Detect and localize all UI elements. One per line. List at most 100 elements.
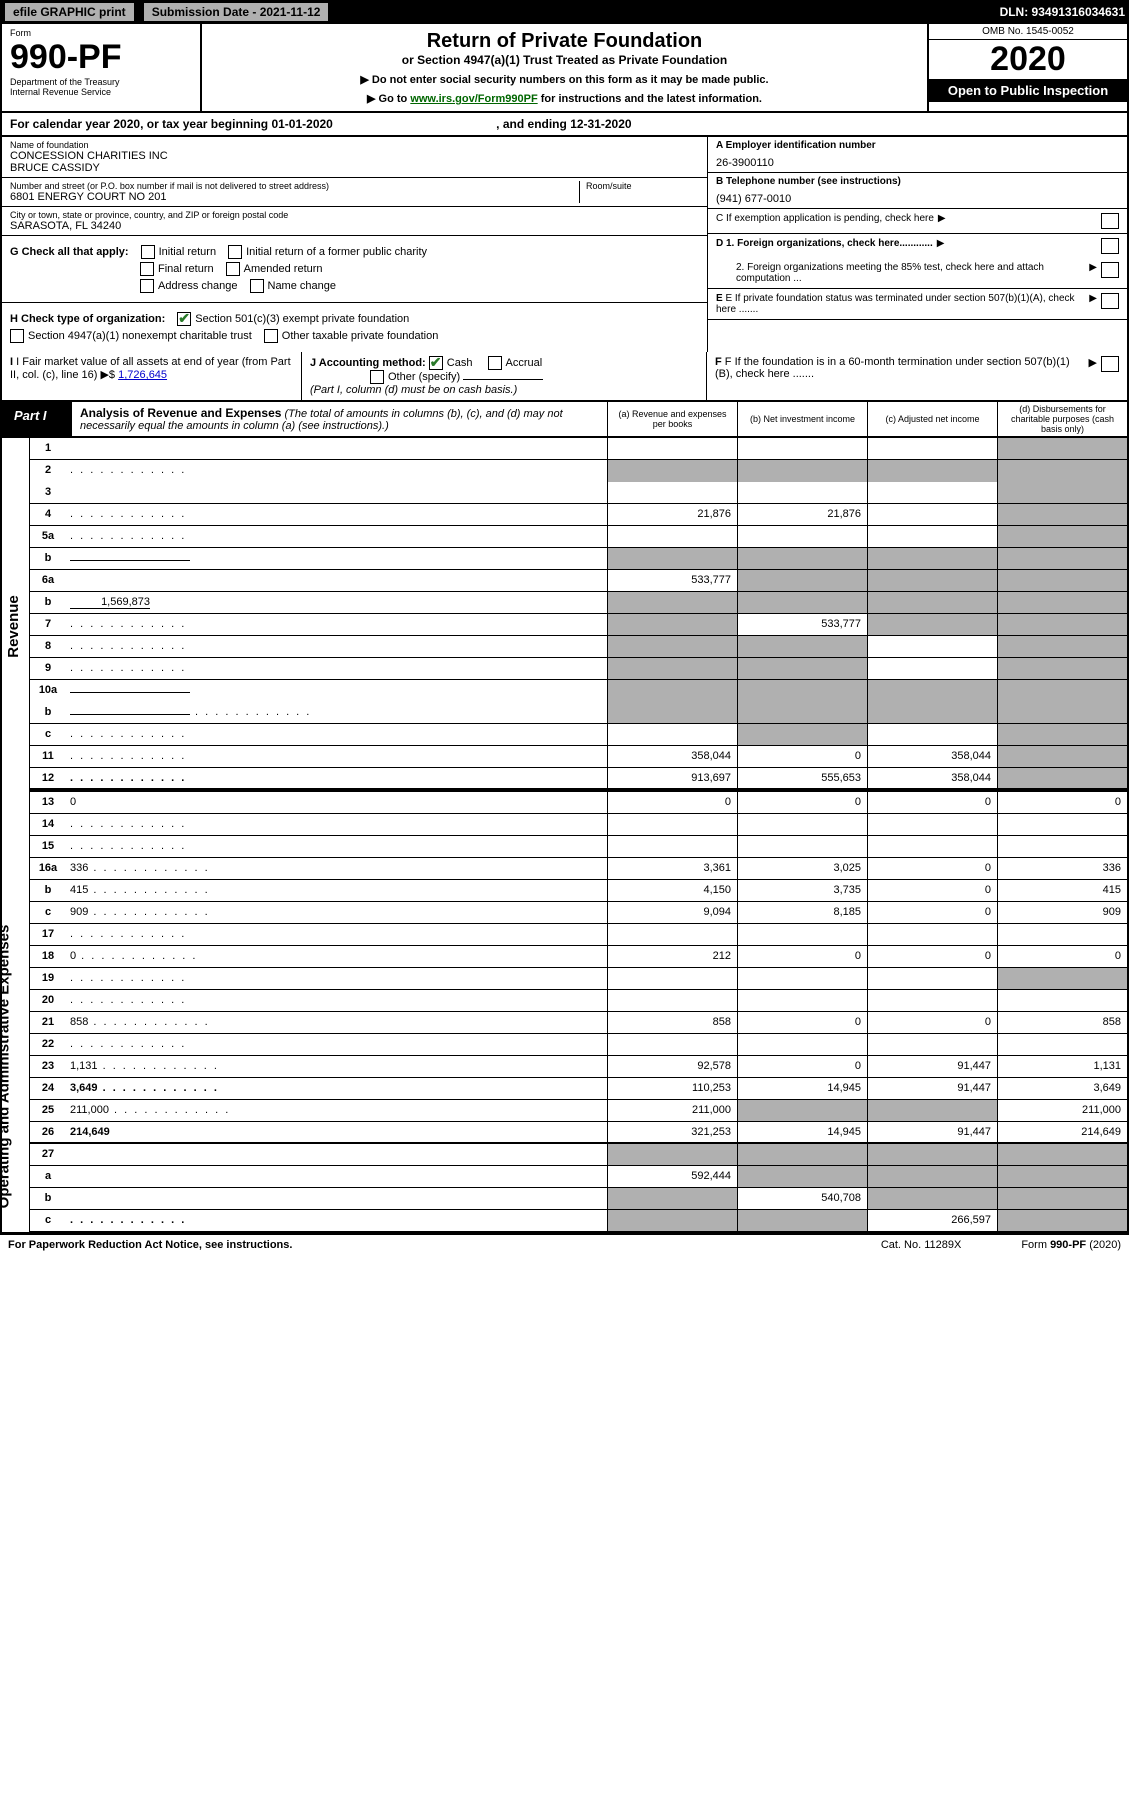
line-description: 909 bbox=[66, 902, 607, 923]
cell-c bbox=[867, 1034, 997, 1055]
line-number: 9 bbox=[30, 658, 66, 679]
table-row: b bbox=[30, 548, 1127, 570]
line-description: 1,131 bbox=[66, 1056, 607, 1077]
checkbox-initial-return[interactable] bbox=[141, 245, 155, 259]
table-row: 1 bbox=[30, 438, 1127, 460]
cell-d bbox=[997, 504, 1127, 525]
line-number: 22 bbox=[30, 1034, 66, 1055]
line-description: 3,649 bbox=[66, 1078, 607, 1099]
line-description bbox=[66, 1034, 607, 1055]
checkbox-other-taxable[interactable] bbox=[264, 329, 278, 343]
cell-c bbox=[867, 526, 997, 547]
city-row: City or town, state or province, country… bbox=[2, 207, 707, 236]
line-description bbox=[66, 658, 607, 679]
cell-b bbox=[737, 482, 867, 503]
cell-d bbox=[997, 1188, 1127, 1209]
cell-a: 533,777 bbox=[607, 570, 737, 591]
cell-d bbox=[997, 1144, 1127, 1165]
form-note-1: ▶ Do not enter social security numbers o… bbox=[208, 73, 921, 86]
checkbox-final-return[interactable] bbox=[140, 262, 154, 276]
cell-c: 91,447 bbox=[867, 1122, 997, 1142]
cell-b bbox=[737, 1144, 867, 1165]
checkbox-accrual[interactable] bbox=[488, 356, 502, 370]
table-row: 7533,777 bbox=[30, 614, 1127, 636]
fmv-link[interactable]: 1,726,645 bbox=[118, 369, 167, 381]
line-description: 0 bbox=[66, 946, 607, 967]
line-number: c bbox=[30, 724, 66, 745]
cell-a bbox=[607, 836, 737, 857]
cell-b: 14,945 bbox=[737, 1078, 867, 1099]
table-row: 231,13192,578091,4471,131 bbox=[30, 1056, 1127, 1078]
checkbox-f[interactable] bbox=[1101, 356, 1119, 372]
line-number: 23 bbox=[30, 1056, 66, 1077]
checkbox-501c3[interactable] bbox=[177, 312, 191, 326]
line-number: 13 bbox=[30, 792, 66, 813]
efile-badge: efile GRAPHIC print bbox=[4, 2, 135, 22]
cell-d bbox=[997, 548, 1127, 569]
cell-c bbox=[867, 724, 997, 745]
checkbox-4947a1[interactable] bbox=[10, 329, 24, 343]
phone-value: (941) 677-0010 bbox=[716, 187, 1119, 205]
cell-b: 14,945 bbox=[737, 1122, 867, 1142]
footer-form: Form 990-PF (2020) bbox=[1021, 1239, 1121, 1251]
line-description bbox=[66, 924, 607, 945]
checkbox-c[interactable] bbox=[1101, 213, 1119, 229]
city-state-zip: SARASOTA, FL 34240 bbox=[10, 220, 699, 232]
cell-a: 913,697 bbox=[607, 768, 737, 788]
form-subtitle: or Section 4947(a)(1) Trust Treated as P… bbox=[208, 53, 921, 67]
cell-a: 211,000 bbox=[607, 1100, 737, 1121]
checkbox-other-method[interactable] bbox=[370, 370, 384, 384]
line-number: 3 bbox=[30, 482, 66, 503]
cell-c bbox=[867, 836, 997, 857]
cell-c bbox=[867, 504, 997, 525]
cell-d bbox=[997, 836, 1127, 857]
line-description bbox=[66, 702, 607, 723]
cell-c bbox=[867, 990, 997, 1011]
cell-b bbox=[737, 460, 867, 482]
table-row: 20 bbox=[30, 990, 1127, 1012]
open-to-public: Open to Public Inspection bbox=[929, 79, 1127, 102]
cell-b bbox=[737, 1034, 867, 1055]
table-row: 22 bbox=[30, 1034, 1127, 1056]
checkbox-initial-former[interactable] bbox=[228, 245, 242, 259]
checkbox-e[interactable] bbox=[1101, 293, 1119, 309]
cell-b bbox=[737, 548, 867, 569]
cell-d bbox=[997, 1166, 1127, 1187]
table-row: 8 bbox=[30, 636, 1127, 658]
checkbox-address-change[interactable] bbox=[140, 279, 154, 293]
cell-c: 0 bbox=[867, 1012, 997, 1033]
cell-a bbox=[607, 990, 737, 1011]
checkbox-d1[interactable] bbox=[1101, 238, 1119, 254]
cell-a bbox=[607, 702, 737, 723]
checkbox-d2[interactable] bbox=[1101, 262, 1119, 278]
cell-b: 8,185 bbox=[737, 902, 867, 923]
part-title: Analysis of Revenue and Expenses (The to… bbox=[72, 402, 607, 436]
cell-d bbox=[997, 814, 1127, 835]
line-description bbox=[66, 526, 607, 547]
checkbox-name-change[interactable] bbox=[250, 279, 264, 293]
checkbox-cash[interactable] bbox=[429, 356, 443, 370]
table-row: 27 bbox=[30, 1144, 1127, 1166]
table-row: c266,597 bbox=[30, 1210, 1127, 1232]
checkbox-amended-return[interactable] bbox=[226, 262, 240, 276]
omb-number: OMB No. 1545-0052 bbox=[929, 24, 1127, 40]
cell-a: 212 bbox=[607, 946, 737, 967]
col-header-d: (d) Disbursements for charitable purpose… bbox=[997, 402, 1127, 436]
part-label: Part I bbox=[2, 402, 72, 436]
cell-d: 214,649 bbox=[997, 1122, 1127, 1142]
cell-c bbox=[867, 636, 997, 657]
line-number: b bbox=[30, 548, 66, 569]
cell-d: 909 bbox=[997, 902, 1127, 923]
info-grid: Name of foundation CONCESSION CHARITIES … bbox=[0, 137, 1129, 352]
line-description bbox=[66, 724, 607, 745]
line-number: 18 bbox=[30, 946, 66, 967]
line-number: c bbox=[30, 902, 66, 923]
col-header-c: (c) Adjusted net income bbox=[867, 402, 997, 436]
irs-link[interactable]: www.irs.gov/Form990PF bbox=[410, 93, 537, 105]
cell-a bbox=[607, 1188, 737, 1209]
table-row: 5a bbox=[30, 526, 1127, 548]
line-number: 8 bbox=[30, 636, 66, 657]
line-description bbox=[66, 548, 607, 569]
cell-b: 0 bbox=[737, 946, 867, 967]
cell-c: 91,447 bbox=[867, 1056, 997, 1077]
